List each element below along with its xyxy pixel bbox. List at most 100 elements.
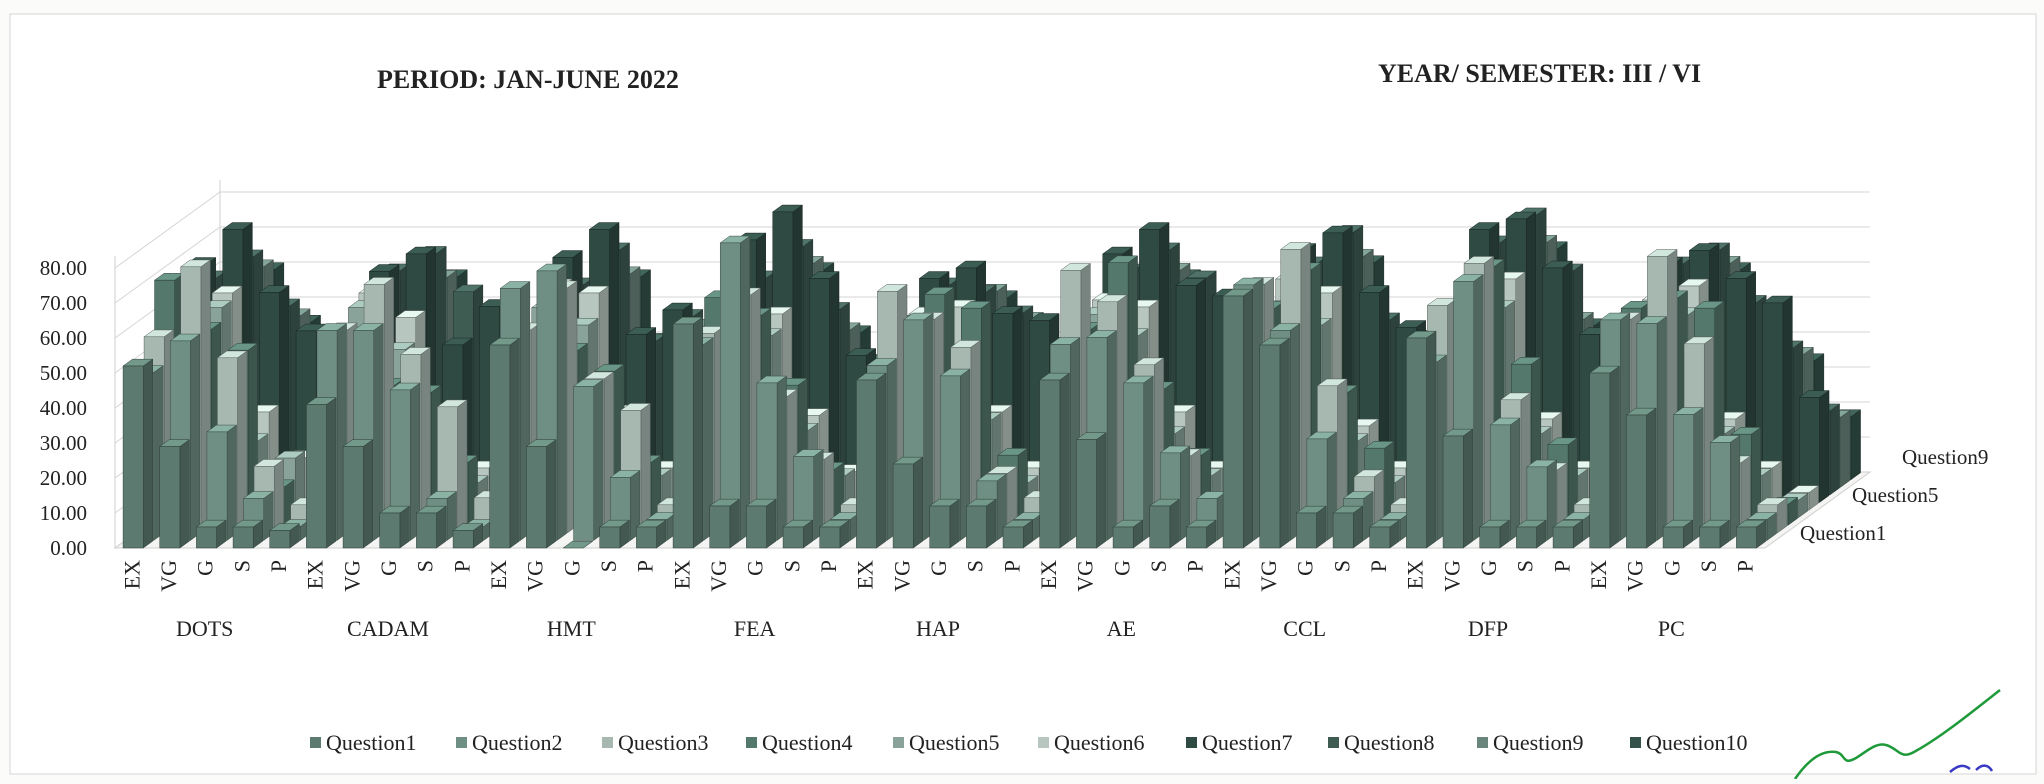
- group-label: HMT: [547, 616, 596, 641]
- x-tick-label: EX: [853, 560, 878, 589]
- bar-side: [1850, 409, 1861, 481]
- y-tick-label: 0.00: [50, 536, 87, 560]
- bar-front: [819, 526, 841, 549]
- x-tick-label: EX: [669, 560, 694, 589]
- bar: [1798, 390, 1830, 503]
- bar-front: [122, 365, 144, 549]
- y-tick-label: 70.00: [40, 291, 87, 315]
- x-tick-label: S: [1513, 560, 1538, 572]
- group-label: DOTS: [176, 616, 233, 641]
- bar-side: [1106, 330, 1117, 541]
- legend-item: Question2: [456, 730, 562, 755]
- x-tick-label: EX: [486, 560, 511, 589]
- bar-side: [1290, 323, 1301, 541]
- bar: [598, 519, 631, 549]
- legend-label: Question5: [909, 730, 999, 755]
- x-tick-label: EX: [303, 560, 328, 589]
- x-tick-label: S: [1696, 560, 1721, 572]
- legend-swatch: [1328, 737, 1339, 748]
- bar: [672, 316, 704, 549]
- x-tick-label: VG: [339, 560, 364, 592]
- legend-swatch: [1477, 737, 1488, 748]
- x-axis-ticks: EX VG G S P EX VG G S P EX VG G S P EX VG G S P EX VG G S P EX VG G…: [119, 560, 1757, 592]
- x-tick-label: VG: [1623, 560, 1648, 592]
- x-tick-label: VG: [1073, 560, 1098, 592]
- bar-front: [1259, 344, 1281, 549]
- bar-side: [640, 402, 651, 534]
- bar: [1698, 519, 1731, 549]
- x-tick-label: G: [926, 560, 951, 576]
- bar-side: [1609, 365, 1620, 549]
- bar: [305, 397, 337, 549]
- bar: [1038, 372, 1071, 549]
- bar: [342, 439, 374, 549]
- bar-front: [856, 379, 877, 549]
- legend-swatch: [1630, 737, 1641, 748]
- bar-side: [546, 439, 557, 549]
- x-tick-label: G: [1659, 560, 1684, 576]
- bar: [1112, 519, 1144, 549]
- bar-front: [636, 526, 657, 549]
- x-tick-label: EX: [1586, 560, 1611, 589]
- bar: [1625, 407, 1657, 549]
- legend-label: Question6: [1054, 730, 1144, 755]
- legend-item: Question1: [310, 730, 416, 755]
- x-tick-label: P: [633, 560, 658, 572]
- legend-label: Question4: [762, 730, 852, 755]
- bar-front: [1222, 295, 1244, 549]
- x-tick-label: P: [1733, 560, 1758, 572]
- bar-side: [1279, 337, 1290, 549]
- x-tick-label: G: [376, 560, 401, 576]
- x-tick-label: G: [559, 560, 584, 576]
- bar-side: [1656, 316, 1667, 541]
- bar: [745, 498, 777, 549]
- bar-front: [1516, 526, 1537, 549]
- bar-side: [1473, 274, 1484, 541]
- bar-front: [489, 344, 511, 549]
- bar: [562, 540, 594, 549]
- bar-front: [452, 530, 474, 549]
- gridline-side: [114, 191, 221, 269]
- bar-side: [1693, 407, 1704, 541]
- bar: [1405, 330, 1437, 549]
- bar-front: [159, 446, 181, 549]
- bar-side: [729, 498, 740, 549]
- bar-side: [1242, 288, 1253, 549]
- bar: [818, 519, 851, 549]
- bar-front: [1699, 526, 1721, 549]
- bar-side: [1646, 407, 1657, 549]
- legend-item: Question10: [1630, 730, 1747, 755]
- x-tick-label: G: [1293, 560, 1318, 576]
- bar-front: [746, 505, 767, 549]
- x-tick-label: S: [596, 560, 621, 572]
- legend-label: Question2: [472, 730, 562, 755]
- bar: [855, 372, 887, 549]
- bar: [635, 519, 667, 549]
- bar-side: [362, 439, 373, 549]
- bar: [892, 456, 924, 549]
- legend-swatch: [746, 737, 757, 748]
- bar-front: [1406, 337, 1427, 549]
- bar-front: [1002, 526, 1024, 549]
- x-tick-label: VG: [1256, 560, 1281, 592]
- bar-front: [269, 530, 291, 549]
- bar: [415, 505, 447, 549]
- x-tick-label: VG: [889, 560, 914, 592]
- bar-side: [1096, 432, 1107, 549]
- group-label: CCL: [1283, 616, 1326, 641]
- depth-axis-labels: Question1 Question5 Question9: [1800, 445, 1988, 545]
- group-label: CADAM: [347, 616, 429, 641]
- bar: [488, 337, 521, 549]
- bar: [965, 498, 997, 549]
- bar-side: [776, 375, 787, 541]
- x-tick-label: G: [743, 560, 768, 576]
- bar: [1222, 288, 1254, 549]
- bar-side: [1819, 390, 1830, 503]
- period-title: PERIOD: JAN-JUNE 2022: [377, 65, 679, 94]
- x-tick-label: P: [1366, 560, 1391, 572]
- bar-front: [599, 526, 621, 549]
- bar: [1075, 432, 1107, 549]
- bar-side: [142, 358, 153, 549]
